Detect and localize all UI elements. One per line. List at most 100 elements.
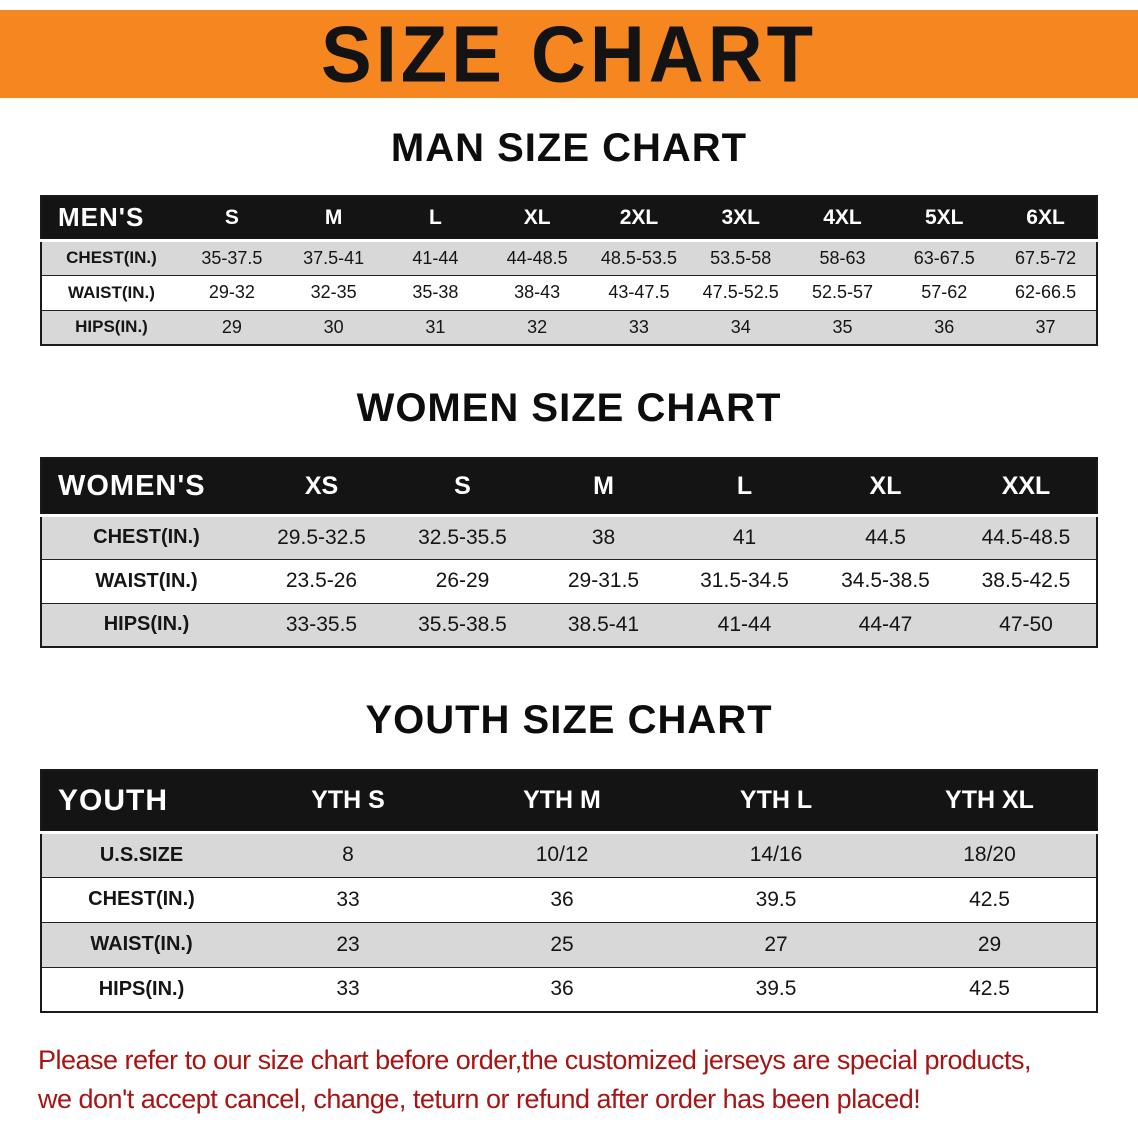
youth-table-header-row: YOUTH YTH S YTH M YTH L YTH XL <box>41 770 1097 834</box>
table-cell: 42.5 <box>883 876 1097 922</box>
table-cell: 35-38 <box>384 274 487 310</box>
table-cell: 26-29 <box>392 558 533 603</box>
row-label: WAIST(IN.) <box>41 274 181 310</box>
table-cell: 38.5-41 <box>533 602 674 647</box>
table-cell: 30 <box>282 309 385 345</box>
table-cell: 32-35 <box>282 274 385 310</box>
row-label: WAIST(IN.) <box>41 558 251 603</box>
table-cell: 33 <box>241 966 455 1012</box>
table-cell: 38 <box>533 514 674 559</box>
table-cell: 34.5-38.5 <box>815 558 956 603</box>
youth-table-title: YOUTH <box>41 770 241 834</box>
table-cell: 8 <box>241 831 455 877</box>
table-cell: 67.5-72 <box>995 239 1097 275</box>
row-label: HIPS(IN.) <box>41 602 251 647</box>
table-row-hips: HIPS(IN.) 33-35.5 35.5-38.5 38.5-41 41-4… <box>41 602 1097 647</box>
table-cell: 39.5 <box>669 876 883 922</box>
table-row-waist: WAIST(IN.) 23 25 27 29 <box>41 921 1097 967</box>
table-cell: 29-31.5 <box>533 558 674 603</box>
youth-size-table: YOUTH YTH S YTH M YTH L YTH XL U.S.SIZE … <box>40 769 1098 1013</box>
women-table-title: WOMEN'S <box>41 458 251 517</box>
table-cell: 33 <box>588 309 690 345</box>
column-header: S <box>392 458 533 517</box>
table-cell: 48.5-53.5 <box>588 239 690 275</box>
table-cell: 47.5-52.5 <box>689 274 792 310</box>
table-cell: 38-43 <box>486 274 589 310</box>
row-label: HIPS(IN.) <box>41 966 241 1012</box>
column-header: XS <box>251 458 392 517</box>
table-cell: 35-37.5 <box>181 239 283 275</box>
women-table-header-row: WOMEN'S XS S M L XL XXL <box>41 458 1097 517</box>
table-cell: 37.5-41 <box>282 239 385 275</box>
women-section-heading: WOMEN SIZE CHART <box>356 386 782 430</box>
table-cell: 29-32 <box>181 274 283 310</box>
table-cell: 44-48.5 <box>486 239 589 275</box>
table-cell: 36 <box>455 966 669 1012</box>
column-header: YTH M <box>455 770 669 834</box>
table-row-ussize: U.S.SIZE 8 10/12 14/16 18/20 <box>41 831 1097 877</box>
size-chart-page: SIZE CHART MAN SIZE CHART MEN'S S M L XL… <box>0 9 1138 1119</box>
table-cell: 18/20 <box>883 831 1097 877</box>
women-size-table: WOMEN'S XS S M L XL XXL CHEST(IN.) 29.5-… <box>40 457 1098 648</box>
table-cell: 36 <box>455 876 669 922</box>
table-row-waist: WAIST(IN.) 29-32 32-35 35-38 38-43 43-47… <box>41 274 1097 310</box>
table-cell: 58-63 <box>791 239 894 275</box>
table-cell: 29.5-32.5 <box>251 514 392 559</box>
men-table-title: MEN'S <box>41 196 181 242</box>
table-cell: 29 <box>181 309 283 345</box>
table-cell: 14/16 <box>669 831 883 877</box>
table-row-waist: WAIST(IN.) 23.5-26 26-29 29-31.5 31.5-34… <box>41 558 1097 603</box>
table-cell: 57-62 <box>893 274 996 310</box>
table-cell: 37 <box>995 309 1097 345</box>
table-cell: 31.5-34.5 <box>674 558 815 603</box>
table-cell: 41 <box>674 514 815 559</box>
table-row-hips: HIPS(IN.) 29 30 31 32 33 34 35 36 37 <box>41 309 1097 345</box>
table-cell: 52.5-57 <box>791 274 894 310</box>
disclaimer-line-2: we don't accept cancel, change, teturn o… <box>38 1084 921 1115</box>
row-label: CHEST(IN.) <box>41 514 251 559</box>
disclaimer-line-1: Please refer to our size chart before or… <box>38 1045 1032 1075</box>
table-cell: 38.5-42.5 <box>956 558 1097 603</box>
table-cell: 34 <box>689 309 792 345</box>
table-cell: 23.5-26 <box>251 558 392 603</box>
row-label: WAIST(IN.) <box>41 921 241 967</box>
table-cell: 23 <box>241 921 455 967</box>
row-label: CHEST(IN.) <box>41 876 241 922</box>
men-section: MAN SIZE CHART MEN'S S M L XL 2XL 3XL 4X… <box>0 126 1138 346</box>
men-section-heading: MAN SIZE CHART <box>390 126 748 170</box>
table-cell: 44.5 <box>815 514 956 559</box>
column-header: 6XL <box>995 196 1097 242</box>
table-cell: 32 <box>486 309 589 345</box>
column-header: YTH S <box>241 770 455 834</box>
table-cell: 47-50 <box>956 602 1097 647</box>
column-header: 5XL <box>893 196 996 242</box>
page-title: SIZE CHART <box>321 9 817 99</box>
table-cell: 63-67.5 <box>893 239 996 275</box>
row-label: CHEST(IN.) <box>41 239 181 275</box>
table-cell: 53.5-58 <box>689 239 792 275</box>
column-header: L <box>674 458 815 517</box>
column-header: L <box>384 196 487 242</box>
table-cell: 62-66.5 <box>995 274 1097 310</box>
table-cell: 44-47 <box>815 602 956 647</box>
table-cell: 41-44 <box>384 239 487 275</box>
youth-section-heading: YOUTH SIZE CHART <box>365 698 773 742</box>
table-cell: 36 <box>893 309 996 345</box>
column-header: S <box>181 196 283 242</box>
column-header: YTH XL <box>883 770 1097 834</box>
column-header: 2XL <box>588 196 690 242</box>
youth-section: YOUTH SIZE CHART YOUTH YTH S YTH M YTH L… <box>0 698 1138 1013</box>
column-header: 3XL <box>689 196 792 242</box>
table-cell: 33 <box>241 876 455 922</box>
table-row-hips: HIPS(IN.) 33 36 39.5 42.5 <box>41 966 1097 1012</box>
row-label: U.S.SIZE <box>41 831 241 877</box>
column-header: YTH L <box>669 770 883 834</box>
table-cell: 39.5 <box>669 966 883 1012</box>
column-header: XXL <box>956 458 1097 517</box>
table-row-chest: CHEST(IN.) 29.5-32.5 32.5-35.5 38 41 44.… <box>41 514 1097 559</box>
men-table-header-row: MEN'S S M L XL 2XL 3XL 4XL 5XL 6XL <box>41 196 1097 242</box>
column-header: M <box>282 196 385 242</box>
table-cell: 33-35.5 <box>251 602 392 647</box>
table-cell: 25 <box>455 921 669 967</box>
table-cell: 41-44 <box>674 602 815 647</box>
